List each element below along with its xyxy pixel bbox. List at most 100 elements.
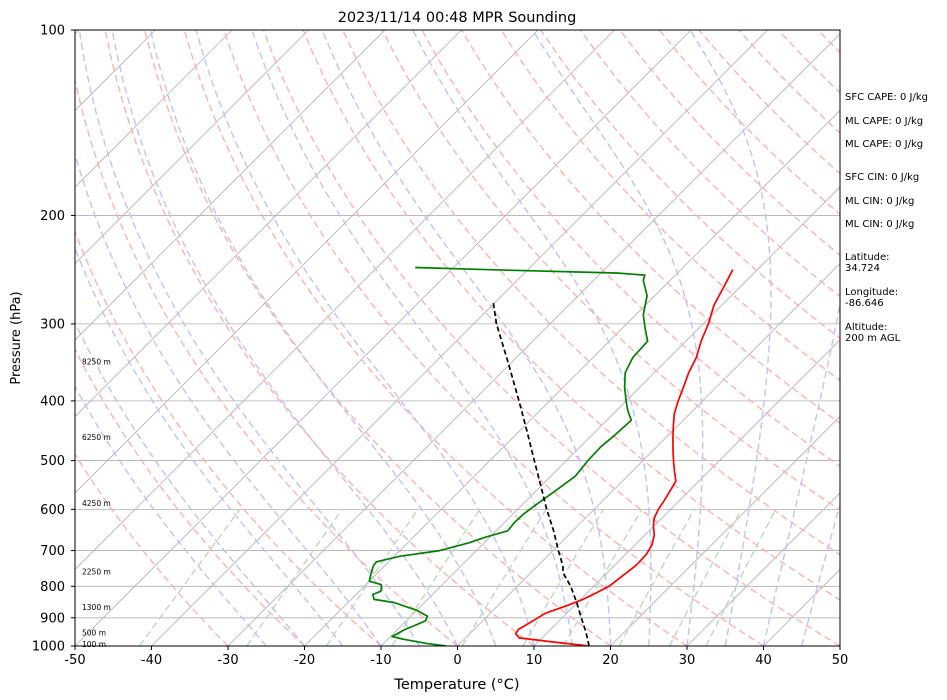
sfc-cape-text: SFC CAPE: 0 J/kg: [845, 92, 928, 103]
sfc-cin-text: SFC CIN: 0 J/kg: [845, 172, 920, 183]
parcel-path-line: [492, 300, 590, 646]
ml-cape-text: ML CAPE: 0 J/kg: [845, 116, 924, 127]
x-tick-label: 50: [832, 653, 849, 668]
mixing-ratio-line: [138, 508, 241, 646]
x-tick-label: -30: [217, 653, 238, 668]
x-tick-label: 30: [679, 653, 696, 668]
moist-adiabat-line: [762, 300, 840, 646]
isotherm-line: [533, 339, 840, 646]
mixing-ratio-line: [522, 508, 605, 646]
dry-adiabat-line: [381, 30, 840, 511]
isotherm-line: [75, 30, 692, 646]
dry-adiabat-line: [75, 229, 382, 646]
x-tick-label: 0: [453, 653, 461, 668]
isotherm-line: [457, 262, 840, 646]
y-tick-label: 800: [40, 580, 65, 595]
x-tick-label: -10: [370, 653, 391, 668]
isotherm-line: [75, 30, 462, 418]
y-tick-label: 300: [40, 317, 65, 332]
moist-adiabat-line: [412, 30, 652, 646]
dry-adiabat-line: [75, 452, 229, 646]
y-tick-label: 600: [40, 503, 65, 518]
isotherm-line: [304, 109, 840, 646]
dry-adiabat-line: [342, 30, 840, 556]
ml-cape-text-2: ML CAPE: 0 J/kg: [845, 139, 924, 150]
x-tick-label: 10: [526, 653, 543, 668]
y-tick-label: 100: [40, 24, 65, 39]
height-label: 1300 m: [82, 603, 111, 612]
y-tick-label: 700: [40, 544, 65, 559]
mixing-ratio-line: [668, 508, 742, 646]
isotherm-line: [75, 30, 233, 188]
isotherm-line: [686, 492, 840, 646]
height-label: 500 m: [82, 628, 106, 637]
x-axis-label: Temperature (°C): [393, 677, 519, 693]
y-axis-label: Pressure (hPa): [9, 291, 24, 384]
altitude-text: Altitude: 200 m AGL: [845, 322, 901, 344]
dry-adiabat-line: [183, 30, 688, 646]
y-tick-label: 500: [40, 454, 65, 469]
y-tick-label: 1000: [32, 640, 65, 655]
moist-adiabat-line: [801, 502, 840, 646]
height-label: 4250 m: [82, 499, 111, 508]
isotherm-line: [380, 186, 840, 646]
x-tick-label: 40: [755, 653, 772, 668]
height-label: 2250 m: [82, 568, 111, 577]
dry-adiabat-line: [75, 77, 458, 646]
height-label: 100 m: [82, 640, 106, 649]
longitude-text: Longitude: -86.646: [845, 287, 899, 309]
dry-adiabat-line: [302, 30, 840, 601]
x-tick-label: -40: [141, 653, 162, 668]
dry-adiabat-line: [262, 30, 840, 646]
moist-adiabat-line: [75, 320, 306, 646]
x-tick-label: -50: [64, 653, 85, 668]
x-tick-label: -20: [294, 653, 315, 668]
dry-adiabat-line: [540, 30, 840, 340]
dry-adiabat-line: [75, 348, 305, 646]
moist-adiabat-line: [149, 30, 497, 646]
isotherm-line: [75, 30, 386, 341]
latitude-text: Latitude: 34.724: [845, 252, 890, 274]
isotherm-line: [75, 30, 615, 571]
dry-adiabat-line: [579, 30, 840, 298]
dry-adiabat-line: [104, 30, 535, 646]
isotherm-line: [610, 415, 840, 646]
moist-adiabat-line: [75, 246, 344, 646]
moist-adiabat-line: [111, 30, 459, 646]
dry-adiabat-line: [223, 30, 764, 646]
y-tick-label: 200: [40, 209, 65, 224]
dry-adiabat-line: [460, 30, 840, 424]
moist-adiabat-line: [321, 30, 612, 646]
mixing-ratio-line: [246, 508, 343, 646]
dry-adiabat-line: [500, 30, 840, 382]
mixing-ratio-line: [391, 508, 481, 646]
moist-adiabat-line: [78, 30, 420, 646]
mixing-ratio-line: [705, 508, 777, 646]
isotherm-line: [75, 30, 539, 494]
y-tick-label: 400: [40, 394, 65, 409]
chart-title: 2023/11/14 00:48 MPR Sounding: [338, 10, 577, 26]
moist-adiabat-line: [75, 151, 382, 646]
isotherm-line: [227, 33, 840, 646]
mixing-ratio-line: [461, 508, 547, 646]
y-tick-label: 900: [40, 611, 65, 626]
isotherm-line: [75, 30, 309, 265]
temperature-profile-line: [514, 269, 734, 646]
dry-adiabat-line: [144, 30, 611, 646]
moist-adiabat-line: [195, 30, 535, 646]
x-tick-label: 20: [602, 653, 619, 668]
height-label: 8250 m: [82, 357, 111, 366]
mixing-ratio-line: [618, 508, 695, 646]
ml-cin-text-2: ML CIN: 0 J/kg: [845, 219, 915, 230]
plot-frame: [74, 29, 841, 647]
height-label: 6250 m: [82, 433, 111, 442]
ml-cin-text: ML CIN: 0 J/kg: [845, 196, 915, 207]
dry-adiabat-line: [937, 30, 947, 646]
dewpoint-profile-line: [368, 266, 649, 646]
moist-adiabat-line: [75, 384, 267, 646]
moist-adiabat-line: [532, 30, 704, 646]
moist-adiabat-line: [251, 30, 573, 646]
mixing-ratio-line: [325, 508, 419, 646]
mixing-ratio-line: [562, 508, 643, 646]
